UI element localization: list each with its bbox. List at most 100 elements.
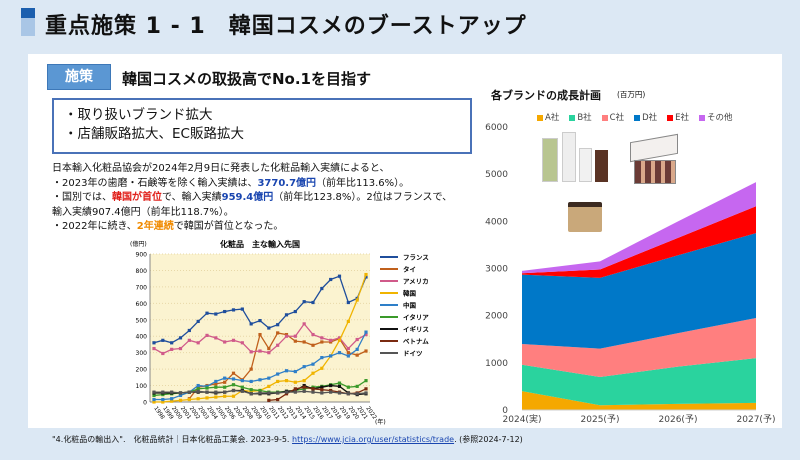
data-point (276, 379, 280, 384)
data-point (231, 388, 236, 393)
policy-badge: 施策 (47, 64, 111, 90)
data-point (320, 356, 324, 360)
data-point (161, 397, 165, 402)
data-point (205, 333, 209, 337)
data-point (267, 326, 271, 330)
data-point (364, 349, 368, 353)
data-point (276, 397, 280, 402)
data-point (267, 384, 271, 388)
data-point (205, 386, 209, 390)
data-point (284, 334, 289, 338)
y-tick-label: 2000 (485, 312, 508, 322)
highlight: 959.4億円 (221, 192, 274, 203)
data-point (249, 392, 253, 396)
data-point (205, 384, 209, 388)
brand-chart-legend: A社 B社 C社 D社 E社 その他 (537, 111, 733, 123)
data-point (320, 336, 324, 340)
data-point (196, 389, 200, 393)
y-tick-label: 500 (136, 317, 148, 324)
legend-label: タイ (403, 265, 416, 274)
title-marker-icon (21, 8, 35, 36)
data-point (214, 336, 218, 340)
brand-chart-unit: (百万円) (617, 90, 646, 99)
data-point (337, 338, 342, 342)
data-point (293, 339, 297, 343)
data-point (214, 379, 218, 384)
chart-title: 化粧品 主な輸入先国 (220, 239, 300, 249)
data-point (302, 379, 306, 383)
data-point (346, 351, 350, 355)
data-point (231, 383, 236, 387)
data-point (337, 384, 342, 388)
data-point (170, 347, 174, 351)
legend-swatch (699, 114, 706, 121)
source-citation: "4.化粧品の輸出入". 化粧品統計｜日本化粧品工業会. 2023-9-5. h… (52, 434, 523, 445)
data-point (284, 390, 289, 394)
text: ・2023年の歯磨・石鹸等を除く輸入実績は、 (52, 177, 258, 189)
data-point (364, 391, 368, 395)
data-point (196, 397, 200, 401)
data-point (329, 338, 333, 342)
data-point (231, 394, 236, 398)
data-point (249, 322, 253, 326)
data-point (196, 383, 200, 388)
data-point (346, 346, 350, 351)
y-tick-label: 900 (136, 252, 148, 259)
data-point (152, 341, 156, 345)
skincare-products-image (540, 132, 612, 186)
data-point (302, 385, 306, 389)
data-point (276, 343, 280, 347)
data-point (152, 397, 156, 402)
y-tick-label: 700 (136, 284, 148, 291)
y-tick-label: 0 (502, 406, 508, 416)
area-series (522, 391, 756, 410)
data-point (329, 390, 333, 394)
data-point (223, 390, 227, 394)
legend-swatch (667, 114, 674, 121)
data-point (364, 387, 368, 391)
eyeshadow-palette-image (630, 133, 680, 188)
x-tick-label: 2026(予) (659, 414, 698, 425)
data-point (302, 365, 306, 369)
data-point (337, 391, 342, 395)
data-point (293, 309, 297, 314)
data-point (329, 383, 333, 388)
data-point (293, 387, 297, 391)
source-link[interactable]: https://www.jcia.org/user/statistics/tra… (292, 435, 455, 444)
data-point (320, 286, 324, 291)
data-point (205, 311, 209, 315)
legend-item: B社 (569, 111, 592, 123)
bullet-item: ・店舗販路拡大、EC販路拡大 (64, 126, 244, 142)
y-tick-label: 5000 (485, 170, 508, 180)
data-point (355, 353, 359, 357)
data-point (337, 351, 342, 355)
data-point (205, 396, 209, 400)
data-point (152, 400, 156, 404)
data-point (320, 391, 324, 395)
data-point (267, 391, 271, 395)
data-point (302, 383, 306, 388)
policy-bullets: ・取り扱いブランド拡大 ・店舗販路拡大、EC販路拡大 (52, 98, 472, 154)
data-point (293, 390, 297, 394)
data-point (258, 391, 262, 395)
data-point (196, 385, 200, 389)
x-tick-label: 2024(実) (503, 413, 542, 425)
data-point (196, 319, 200, 324)
data-point (276, 331, 280, 335)
data-point (231, 338, 236, 342)
data-point (311, 362, 315, 366)
bullet-item: ・取り扱いブランド拡大 (64, 107, 213, 123)
data-point (311, 343, 315, 347)
data-point (364, 275, 368, 279)
data-point (355, 384, 359, 388)
data-point (355, 347, 359, 351)
data-point (346, 392, 350, 396)
brand-chart-title: 各ブランドの成長計画 (491, 89, 601, 102)
data-point (284, 379, 289, 383)
data-point (240, 385, 244, 389)
data-point (223, 340, 227, 344)
legend-label: イギリス (403, 325, 429, 334)
data-point (249, 388, 253, 392)
text: で韓国が首位となった。 (173, 221, 284, 232)
data-point (267, 346, 271, 351)
